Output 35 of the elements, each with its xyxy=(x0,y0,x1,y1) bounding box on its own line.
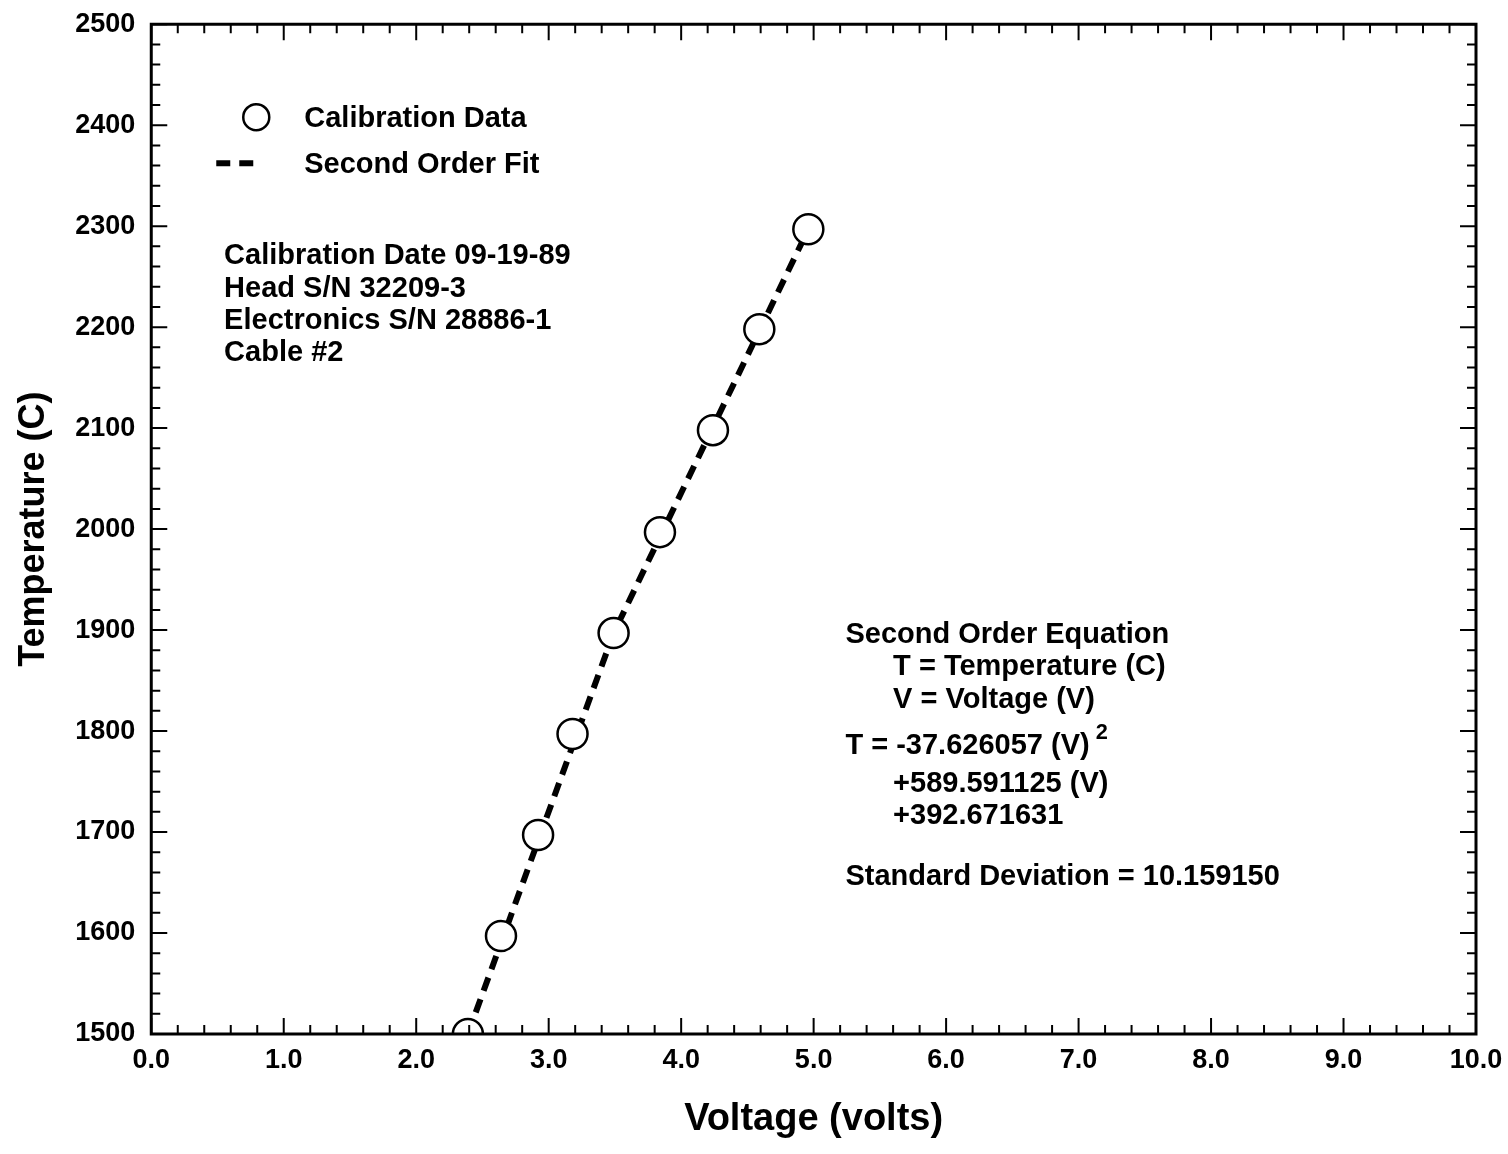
annotation: T = Temperature (C) xyxy=(893,649,1166,682)
y-tick-label: 2000 xyxy=(75,512,136,543)
annotation: +392.671631 xyxy=(893,797,1064,830)
annotation: Standard Deviation = 10.159150 xyxy=(845,859,1280,892)
annotation: +589.591125 (V) xyxy=(893,765,1109,798)
x-tick-label: 4.0 xyxy=(662,1043,700,1074)
y-tick-label: 2300 xyxy=(75,209,136,240)
y-tick-label: 2200 xyxy=(75,310,136,341)
x-tick-label: 6.0 xyxy=(927,1043,965,1074)
x-tick-label: 1.0 xyxy=(264,1043,303,1074)
x-tick-label: 5.0 xyxy=(794,1043,833,1074)
x-axis-title: Voltage (volts) xyxy=(684,1095,944,1138)
annotation: V = Voltage (V) xyxy=(893,681,1095,714)
x-tick-label: 9.0 xyxy=(1324,1043,1363,1074)
annotation: Electronics S/N 28886-1 xyxy=(224,303,552,336)
legend-label: Second Order Fit xyxy=(304,147,540,180)
annotation: Calibration Date 09-19-89 xyxy=(224,238,571,271)
x-tick-label: 2.0 xyxy=(397,1043,435,1074)
annotation: Head S/N 32209-3 xyxy=(224,270,466,303)
y-axis-title: Temperature (C) xyxy=(10,391,52,667)
y-tick-label: 2100 xyxy=(75,411,136,442)
x-tick-label: 8.0 xyxy=(1192,1043,1230,1074)
x-tick-label: 7.0 xyxy=(1059,1043,1098,1074)
y-tick-label: 2500 xyxy=(75,7,136,38)
annotation: T = -37.626057 (V)2 xyxy=(845,719,1108,761)
y-tick-label: 1700 xyxy=(75,815,136,846)
annotation: Cable #2 xyxy=(224,335,344,368)
y-tick-label: 1900 xyxy=(75,613,136,644)
y-tick-label: 1800 xyxy=(75,714,136,745)
y-tick-label: 1600 xyxy=(75,916,136,947)
annotation: Second Order Equation xyxy=(845,617,1170,650)
x-tick-label: 3.0 xyxy=(529,1043,568,1074)
y-tick-label: 2400 xyxy=(75,108,136,139)
legend-label: Calibration Data xyxy=(304,101,528,134)
x-tick-label: 10.0 xyxy=(1449,1043,1503,1074)
